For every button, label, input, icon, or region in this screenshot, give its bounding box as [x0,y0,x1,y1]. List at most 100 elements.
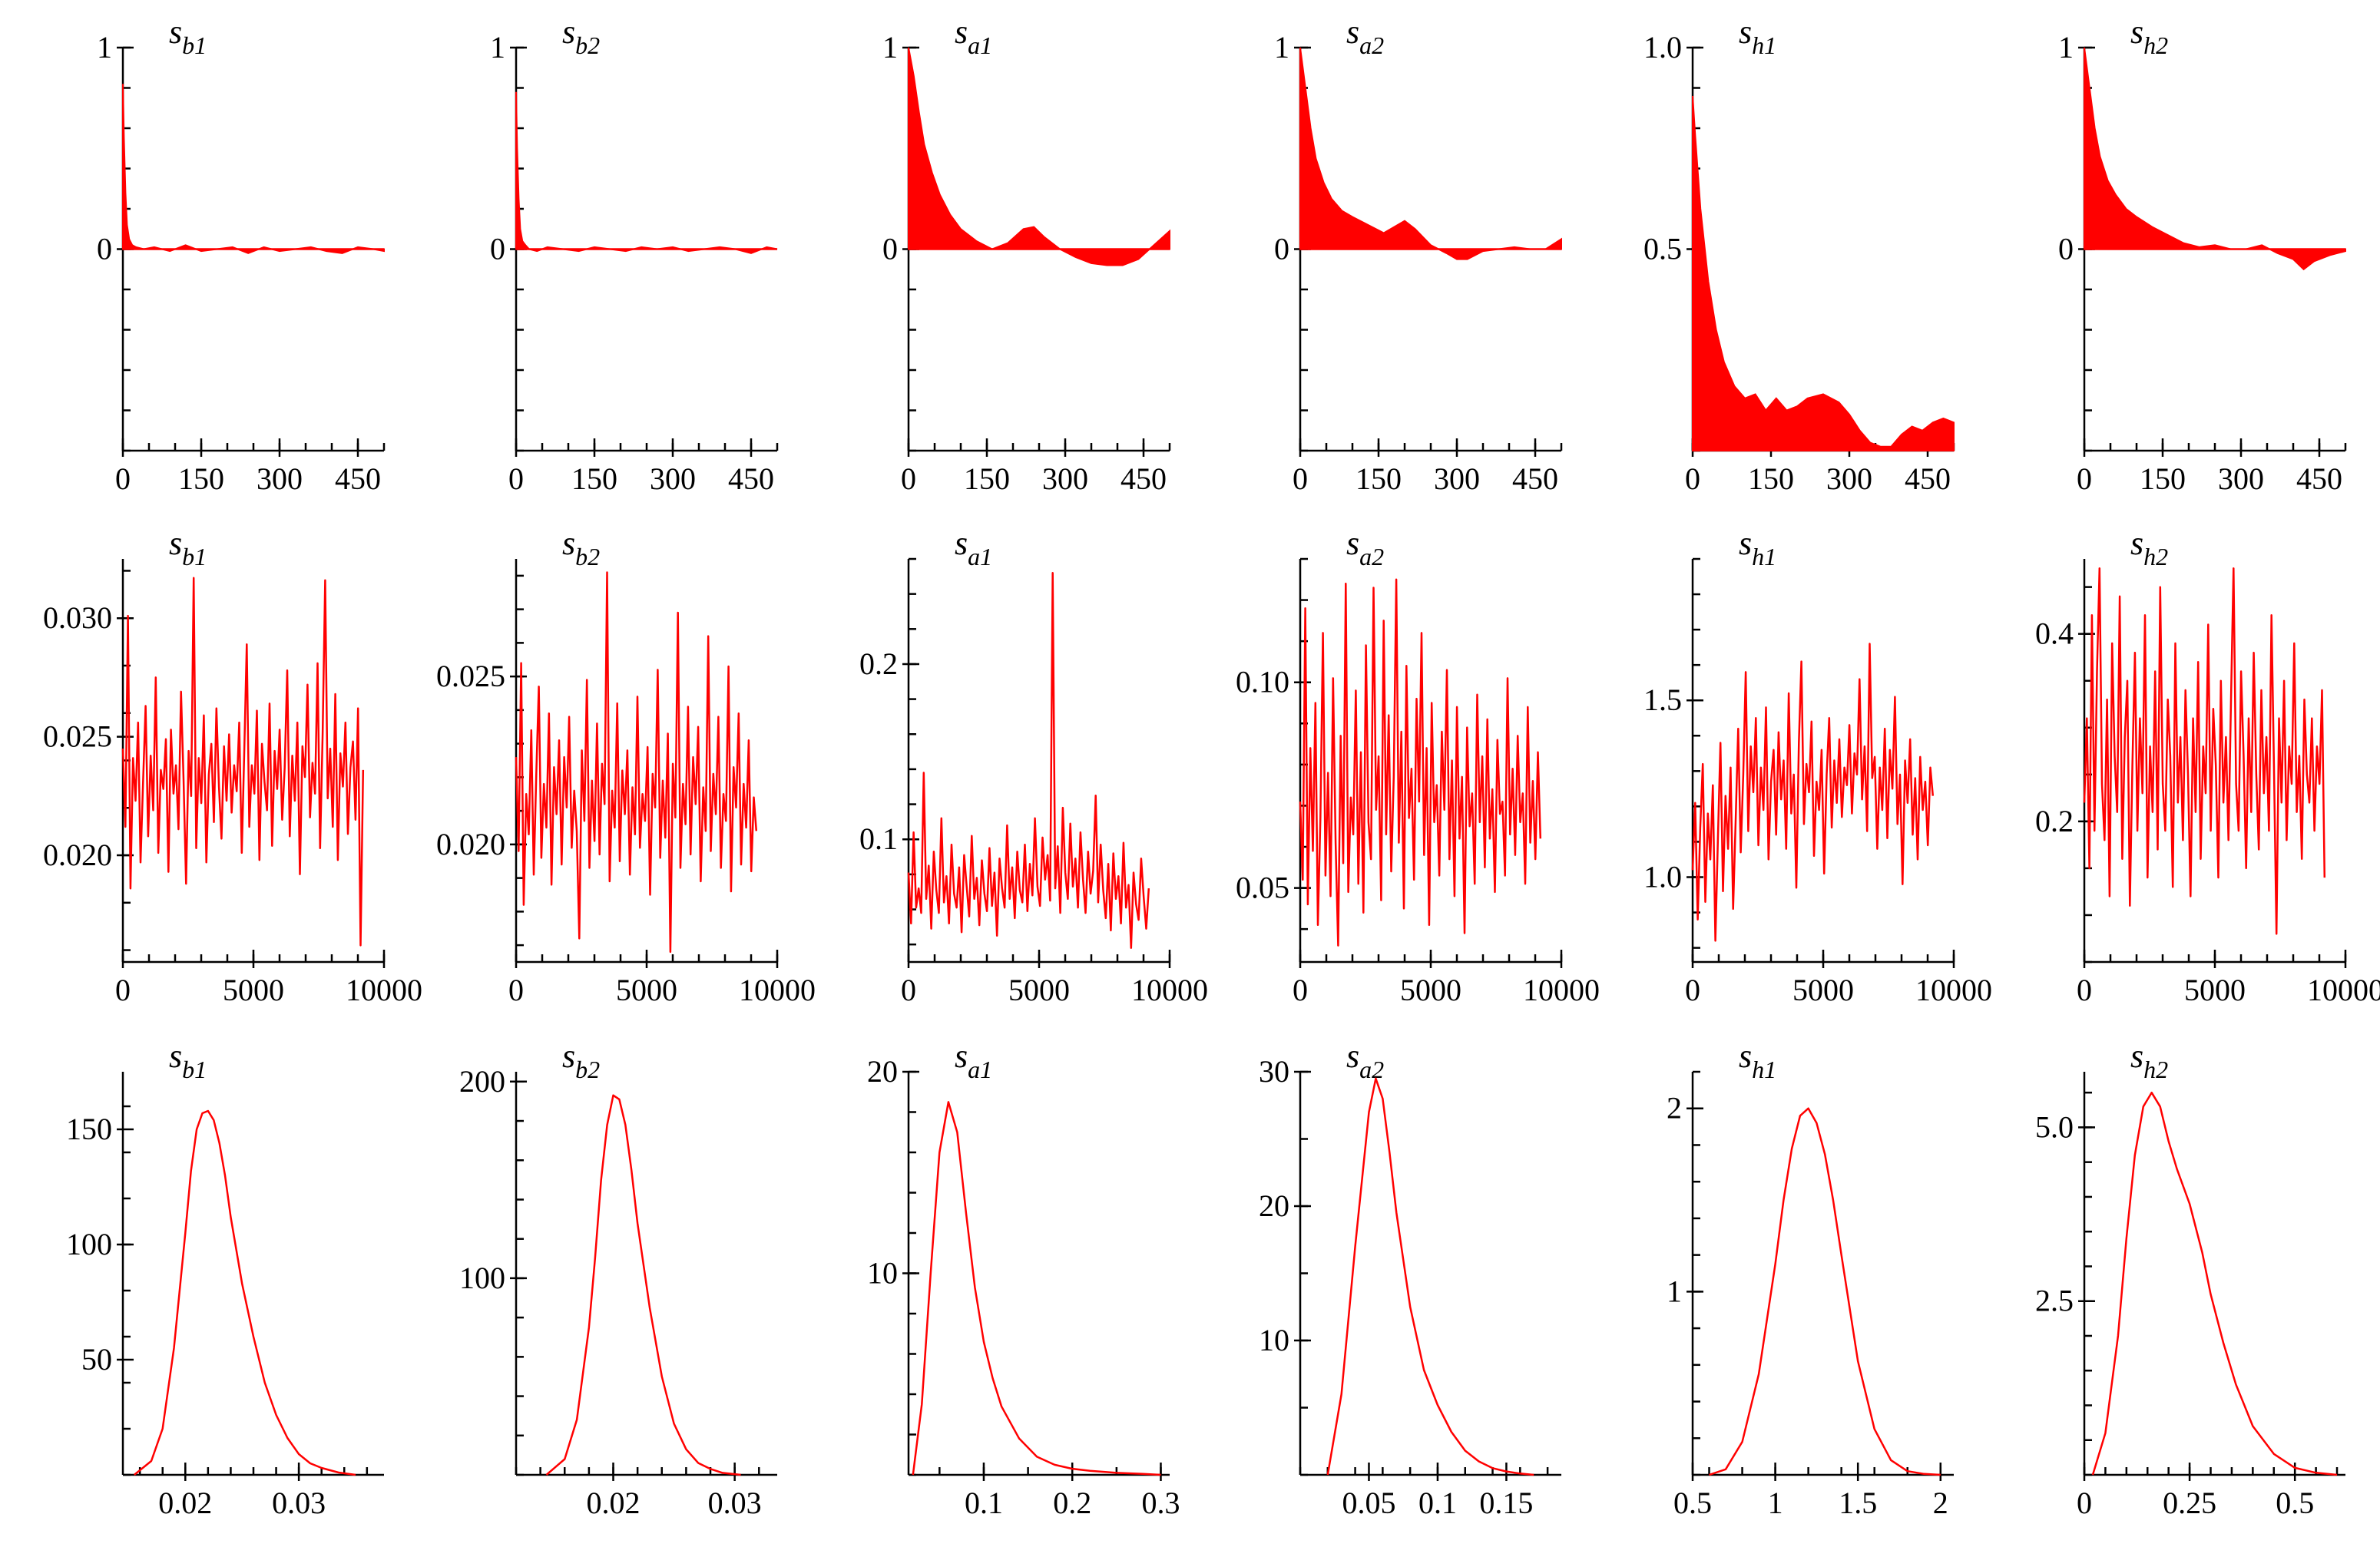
panel-title-subscript: b1 [182,1056,207,1083]
panel-title-main: s [1739,13,1752,51]
x-tick-label: 10000 [1915,973,1992,1007]
chart-panel-trace-sb1: 0.020 0.025 0.030 0 5000 10000 sb1 [43,524,422,1007]
chart-panel-acf-sb1: 0 1 0 150 300 450 sb1 [97,13,386,496]
chart-panel-acf-sa1: 0 1 0 150 300 450 sa1 [882,13,1171,496]
x-tick-label: 450 [2296,461,2342,496]
x-tick-label: 0.05 [1342,1486,1395,1520]
panel-title: sh2 [2130,524,2168,570]
y-tick-label: 10 [1259,1323,1289,1357]
panel-title-main: s [1739,1037,1752,1075]
x-tick-label: 300 [257,461,303,496]
y-tick-label: 0 [882,232,898,266]
acf-area [122,84,385,254]
x-tick-label: 0 [901,973,916,1007]
acf-area [1299,47,1562,260]
panel-title: sb2 [562,524,600,570]
acf-area [515,91,778,254]
panel-title-subscript: b2 [575,31,600,59]
y-tick-label: 0.05 [1236,871,1289,905]
panel-title: sh2 [2130,1037,2168,1083]
x-tick-label: 0.15 [1479,1486,1533,1520]
x-tick-label: 0.2 [1053,1486,1091,1520]
panel-title: sb1 [169,524,207,570]
panel-title-subscript: h2 [2143,31,2168,59]
panel-title-subscript: b1 [182,543,207,570]
x-tick-label: 2 [1933,1486,1948,1520]
y-tick-label: 0.4 [2035,616,2074,651]
panel-title-subscript: b2 [575,543,600,570]
panel-title: sh1 [1739,1037,1776,1083]
panel-title-subscript: b1 [182,31,207,59]
y-tick-label: 100 [66,1227,112,1261]
x-tick-label: 0.1 [965,1486,1003,1520]
panel-title-subscript: h2 [2143,1056,2168,1083]
panel-title-main: s [562,13,575,51]
y-tick-label: 0.025 [43,719,112,754]
panel-title-subscript: h1 [1752,1056,1776,1083]
y-tick-label: 10 [867,1256,898,1291]
trace-line [1691,643,1935,942]
x-tick-label: 5000 [1008,973,1070,1007]
panel-title: sa1 [955,524,992,570]
panel-title-main: s [562,1037,575,1075]
y-tick-label: 20 [867,1054,898,1089]
panel-title: sa1 [955,1037,992,1083]
trace-line [121,577,365,947]
x-tick-label: 150 [1748,461,1794,496]
y-tick-label: 1 [882,30,898,64]
x-tick-label: 0 [508,973,524,1007]
x-tick-label: 10000 [1131,973,1208,1007]
panel-title: sa2 [1346,1037,1384,1083]
y-tick-label: 100 [459,1261,505,1295]
y-tick-label: 0 [97,232,112,266]
x-tick-label: 0 [1685,461,1700,496]
acf-area [908,47,1170,266]
chart-panel-trace-sa2: 0.05 0.10 0 5000 10000 sa2 [1236,524,1600,1007]
x-tick-label: 10000 [1523,973,1600,1007]
y-tick-label: 1 [1274,30,1289,64]
y-tick-label: 5.0 [2035,1109,2074,1144]
panel-title-main: s [955,1037,968,1075]
x-tick-label: 300 [1434,461,1480,496]
panel-title-subscript: a1 [968,543,992,570]
x-tick-label: 5000 [1792,973,1854,1007]
x-tick-label: 300 [650,461,696,496]
density-curve [134,1109,356,1476]
density-curve [1709,1107,1941,1476]
trace-line [1299,578,1542,947]
x-tick-label: 0.03 [272,1486,326,1520]
y-tick-label: 1 [97,30,112,64]
x-tick-label: 0 [115,461,131,496]
y-tick-label: 1.0 [1643,859,1682,894]
x-tick-label: 0 [901,461,916,496]
panel-title-subscript: a2 [1359,1056,1384,1083]
panel-title-main: s [1346,1037,1359,1075]
y-tick-label: 0.030 [43,600,112,635]
x-tick-label: 1 [1768,1486,1783,1520]
x-tick-label: 300 [1826,461,1872,496]
panel-title-subscript: a1 [968,1056,992,1083]
panel-title: sb2 [562,13,600,59]
panel-title: sb2 [562,1037,600,1083]
x-tick-label: 0.02 [158,1486,212,1520]
chart-panel-trace-sh2: 0.2 0.4 0 5000 10000 sh2 [2035,524,2380,1007]
y-tick-label: 0.020 [43,838,112,872]
x-tick-label: 0 [1293,461,1308,496]
y-tick-label: 0.2 [859,646,898,681]
y-tick-label: 50 [81,1342,112,1377]
x-tick-label: 0 [2077,1486,2092,1520]
panel-title-main: s [955,524,968,562]
panel-title-main: s [1346,524,1359,562]
x-tick-label: 5000 [616,973,677,1007]
x-tick-label: 0.5 [2276,1486,2314,1520]
density-curve [545,1094,741,1476]
x-tick-label: 5000 [2184,973,2246,1007]
acf-area [2084,47,2346,271]
panel-title-subscript: a2 [1359,31,1384,59]
chart-panel-density-sb2: 100 200 0.02 0.03 sb2 [459,1037,777,1520]
chart-panel-density-sh2: 2.5 5.0 0 0.25 0.5 sh2 [2035,1037,2345,1520]
x-tick-label: 0.5 [1673,1486,1712,1520]
y-tick-label: 0.025 [436,659,505,693]
trace-line [515,571,758,954]
